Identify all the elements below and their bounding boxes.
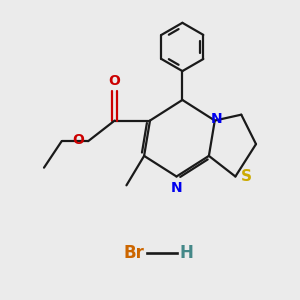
- Text: N: N: [210, 112, 222, 126]
- Text: O: O: [109, 74, 121, 88]
- Text: O: O: [72, 133, 84, 147]
- Text: Br: Br: [123, 244, 144, 262]
- Text: N: N: [171, 181, 182, 195]
- Text: H: H: [179, 244, 193, 262]
- Text: S: S: [241, 169, 252, 184]
